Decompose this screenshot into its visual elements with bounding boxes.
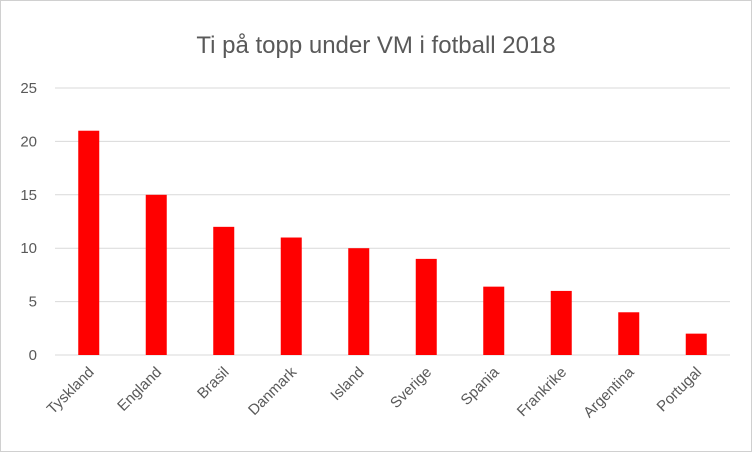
bar-argentina bbox=[618, 312, 640, 355]
y-axis-tick-labels: 0 5 10 15 20 25 bbox=[20, 80, 37, 364]
bar-island bbox=[348, 248, 370, 355]
y-tick-label: 10 bbox=[20, 240, 37, 257]
y-tick-label: 5 bbox=[29, 294, 37, 311]
bars bbox=[78, 130, 707, 355]
category-label-danmark: Danmark bbox=[245, 363, 300, 418]
bar-frankrike bbox=[550, 290, 572, 355]
bar-spania bbox=[483, 286, 505, 355]
y-tick-label: 0 bbox=[29, 347, 37, 364]
bar-sverige bbox=[415, 258, 437, 355]
category-label-frankrike: Frankrike bbox=[514, 364, 570, 420]
bar-brasil bbox=[213, 226, 235, 355]
category-label-tyskland: Tyskland bbox=[44, 364, 98, 418]
y-tick-label: 25 bbox=[20, 80, 37, 97]
bar-tyskland bbox=[78, 130, 100, 355]
category-label-portugal: Portugal bbox=[654, 364, 706, 416]
bar-portugal bbox=[685, 333, 707, 355]
y-tick-label: 20 bbox=[20, 133, 37, 150]
category-label-sverige: Sverige bbox=[387, 364, 435, 412]
category-label-island: Island bbox=[327, 364, 367, 404]
chart-title: Ti på topp under VM i fotball 2018 bbox=[196, 32, 555, 59]
category-label-brasil: Brasil bbox=[194, 364, 233, 403]
bar-danmark bbox=[280, 237, 302, 355]
x-axis-category-labels: Tyskland England Brasil Danmark Island Sverig… bbox=[44, 363, 705, 421]
gridlines bbox=[55, 87, 730, 356]
bar-england bbox=[145, 194, 167, 355]
category-label-spania: Spania bbox=[458, 363, 504, 409]
y-tick-label: 15 bbox=[20, 187, 37, 204]
category-label-argentina: Argentina bbox=[580, 363, 638, 421]
category-label-england: England bbox=[114, 364, 165, 415]
